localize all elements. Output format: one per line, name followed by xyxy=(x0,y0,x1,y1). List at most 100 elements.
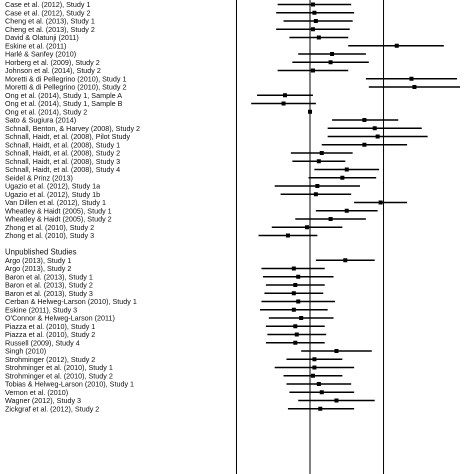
study-label: Moretti & di Pellegrino (2010), Study 2 xyxy=(5,83,126,92)
point-estimate xyxy=(334,349,339,353)
point-estimate xyxy=(291,266,296,271)
study-label: Strohminger et al. (2010), Study 1 xyxy=(5,363,113,372)
point-estimate xyxy=(394,43,399,48)
point-estimate xyxy=(312,10,317,15)
point-estimate xyxy=(375,134,380,139)
point-estimate xyxy=(330,52,335,56)
study-label: Van Dillen et al. (2012), Study 1 xyxy=(5,198,106,207)
study-label: Schnall, Benton, & Harvey (2008), Study … xyxy=(5,124,140,133)
point-estimate xyxy=(293,283,298,287)
point-estimate xyxy=(334,398,339,403)
point-estimate xyxy=(313,19,318,23)
study-label: Zhong et al. (2010), Study 2 xyxy=(5,223,94,232)
study-label: Strohminger (2012), Study 2 xyxy=(5,355,95,364)
study-label: Wheatley & Haidt (2005), Study 1 xyxy=(5,206,112,215)
point-estimate xyxy=(294,332,299,337)
study-label: Zhong et al. (2010), Study 3 xyxy=(5,231,94,240)
point-estimate xyxy=(299,316,304,320)
point-estimate xyxy=(310,373,315,378)
study-label: Cerban & Helweg-Larson (2010), Study 1 xyxy=(5,297,137,306)
study-label: Eskine (2011), Study 3 xyxy=(5,305,77,314)
point-estimate xyxy=(310,2,315,7)
point-estimate xyxy=(319,151,324,155)
point-estimate xyxy=(312,365,317,370)
point-estimate xyxy=(308,109,312,114)
study-label: Cheng et al. (2013), Study 2 xyxy=(5,25,95,34)
study-label: Eskine et al. (2011) xyxy=(5,41,66,50)
study-label: Moretti & di Pellegrino (2010), Study 1 xyxy=(5,74,126,83)
point-estimate xyxy=(344,208,349,213)
point-estimate xyxy=(343,258,348,263)
study-label: Seidel & Prinz (2013) xyxy=(5,173,73,182)
study-label: Baron et al. (2013), Study 1 xyxy=(5,272,93,281)
study-label: Horberg et al. (2009), Study 2 xyxy=(5,58,100,67)
study-label: Tobias & Helweg-Larson (2010), Study 1 xyxy=(5,380,134,389)
study-label: Piazza et al. (2010), Study 1 xyxy=(5,322,95,331)
section-headings: Unpublished Studies xyxy=(5,248,77,257)
study-label: Baron et al. (2013), Study 2 xyxy=(5,281,93,290)
point-estimate xyxy=(412,85,417,89)
study-label: Johnson et al. (2014), Study 2 xyxy=(5,66,101,75)
point-estimate xyxy=(310,68,315,73)
point-estimate xyxy=(316,382,321,386)
point-estimate xyxy=(281,101,286,106)
study-label: Case et al. (2012), Study 1 xyxy=(5,0,91,9)
point-estimate xyxy=(293,324,298,329)
point-estimate xyxy=(305,225,310,230)
study-label: Argo (2013), Study 2 xyxy=(5,264,71,273)
point-estimate xyxy=(313,192,318,197)
point-estimate xyxy=(328,217,333,221)
point-estimate xyxy=(409,76,414,81)
study-label: Piazza et al. (2010), Study 2 xyxy=(5,330,95,339)
point-estimate xyxy=(283,93,287,98)
study-label: Wheatley & Haidt (2005), Study 2 xyxy=(5,215,112,224)
point-estimate xyxy=(310,27,315,32)
study-label: Baron et al. (2013), Study 3 xyxy=(5,289,93,298)
study-label: Ong et al. (2014), Study 1, Sample A xyxy=(5,91,122,100)
study-label: Singh (2010) xyxy=(5,347,46,356)
point-estimate xyxy=(378,200,383,205)
study-label: Ong et al. (2014), Study 2 xyxy=(5,107,87,116)
point-estimates xyxy=(281,2,417,411)
point-estimate xyxy=(344,167,349,172)
point-estimate xyxy=(291,291,296,296)
study-label: Ugazio et al. (2012), Study 1a xyxy=(5,182,100,191)
point-estimate xyxy=(340,175,345,180)
point-estimate xyxy=(296,299,301,304)
study-label: Schnall, Haidt, et al. (2008), Pilot Stu… xyxy=(5,132,130,141)
study-label: Ong et al. (2014), Study 1, Sample B xyxy=(5,99,123,108)
point-estimate xyxy=(312,357,317,362)
study-label: Ugazio et al. (2012), Study 1b xyxy=(5,190,100,199)
point-estimate xyxy=(293,340,298,345)
study-label: David & Olatunji (2011) xyxy=(5,33,79,42)
study-label: O'Connor & Helweg-Larson (2011) xyxy=(5,314,115,323)
study-label: Wagner (2012), Study 3 xyxy=(5,396,81,405)
point-estimate xyxy=(285,233,290,238)
study-label: Harlé & Sanfey (2010) xyxy=(5,50,76,59)
study-label: Vernon et al. (2010) xyxy=(5,388,68,397)
study-label: Case et al. (2012), Study 2 xyxy=(5,8,91,17)
study-label: Zickgraf et al. (2012), Study 2 xyxy=(5,404,99,413)
point-estimate xyxy=(362,118,367,122)
point-estimate xyxy=(319,390,324,395)
point-estimate xyxy=(315,184,320,188)
study-label: Schnall, Haidt, et al. (2008), Study 3 xyxy=(5,157,120,166)
point-estimate xyxy=(296,274,301,279)
point-estimate xyxy=(318,406,323,411)
point-estimate xyxy=(291,307,296,312)
study-label: Schnall, Haidt, et al. (2008), Study 1 xyxy=(5,140,120,149)
section-heading: Unpublished Studies xyxy=(5,248,77,257)
study-label: Argo (2013), Study 1 xyxy=(5,256,71,265)
study-label: Strohminger et al. (2010), Study 2 xyxy=(5,371,113,380)
study-label: Cheng et al. (2013), Study 1 xyxy=(5,17,95,26)
confidence-intervals xyxy=(251,3,460,410)
study-label: Schnall, Haidt, et al. (2008), Study 4 xyxy=(5,165,120,174)
study-label: Schnall, Haidt, et al. (2008), Study 2 xyxy=(5,149,120,158)
point-estimate xyxy=(328,60,333,65)
study-label: Sato & Sugiura (2014) xyxy=(5,116,76,125)
point-estimate xyxy=(316,159,321,164)
study-label: Russell (2009), Study 4 xyxy=(5,338,80,347)
point-estimate xyxy=(316,35,321,40)
